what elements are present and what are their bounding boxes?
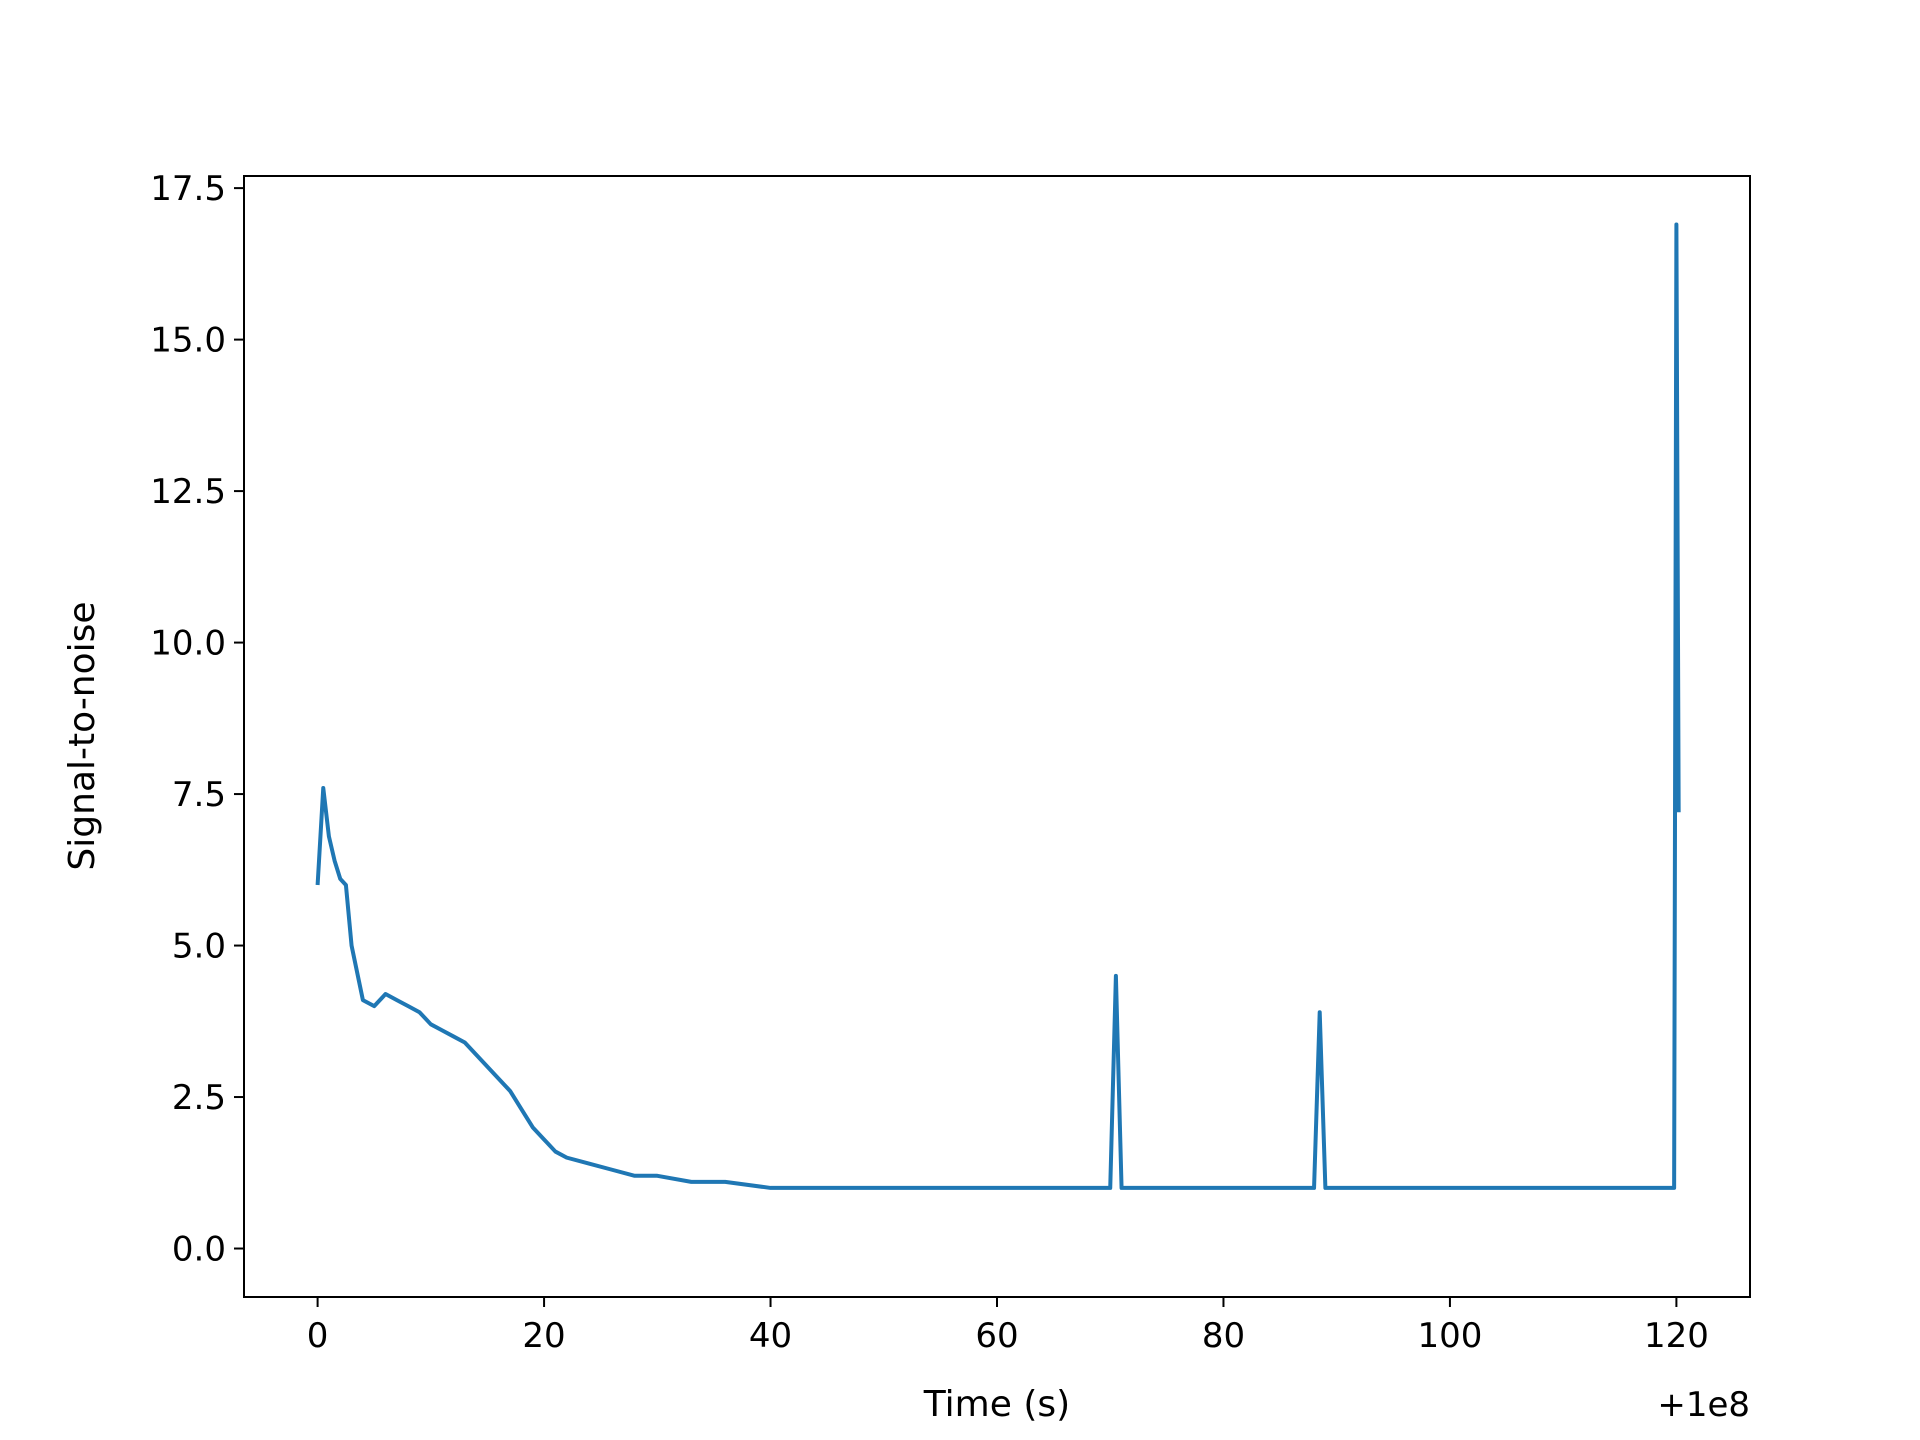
y-tick-label: 7.5 <box>172 775 226 815</box>
x-tick-label: 0 <box>307 1316 329 1356</box>
y-tick-label: 10.0 <box>150 624 226 664</box>
x-tick-label: 120 <box>1644 1316 1709 1356</box>
series-line <box>315 222 1681 1190</box>
x-axis: 0 20 40 60 80 100 120 <box>307 1297 1709 1356</box>
y-tick-label: 12.5 <box>150 472 226 512</box>
y-tick-label: 5.0 <box>172 927 226 967</box>
x-axis-offset-label: +1e8 <box>1657 1385 1750 1425</box>
y-axis: 0.0 2.5 5.0 7.5 10.0 12.5 15.0 17.5 <box>150 169 244 1270</box>
y-tick-label: 0.0 <box>172 1230 226 1270</box>
x-tick-label: 80 <box>1202 1316 1245 1356</box>
x-tick-label: 20 <box>522 1316 565 1356</box>
x-tick-label: 100 <box>1417 1316 1482 1356</box>
plot-area <box>315 222 1681 1190</box>
x-tick-label: 60 <box>975 1316 1018 1356</box>
y-tick-label: 15.0 <box>150 321 226 361</box>
x-axis-label: Time (s) <box>923 1384 1070 1425</box>
y-tick-label: 2.5 <box>172 1078 226 1118</box>
y-tick-label: 17.5 <box>150 169 226 209</box>
y-axis-label: Signal-to-noise <box>62 601 103 870</box>
x-tick-label: 40 <box>749 1316 792 1356</box>
